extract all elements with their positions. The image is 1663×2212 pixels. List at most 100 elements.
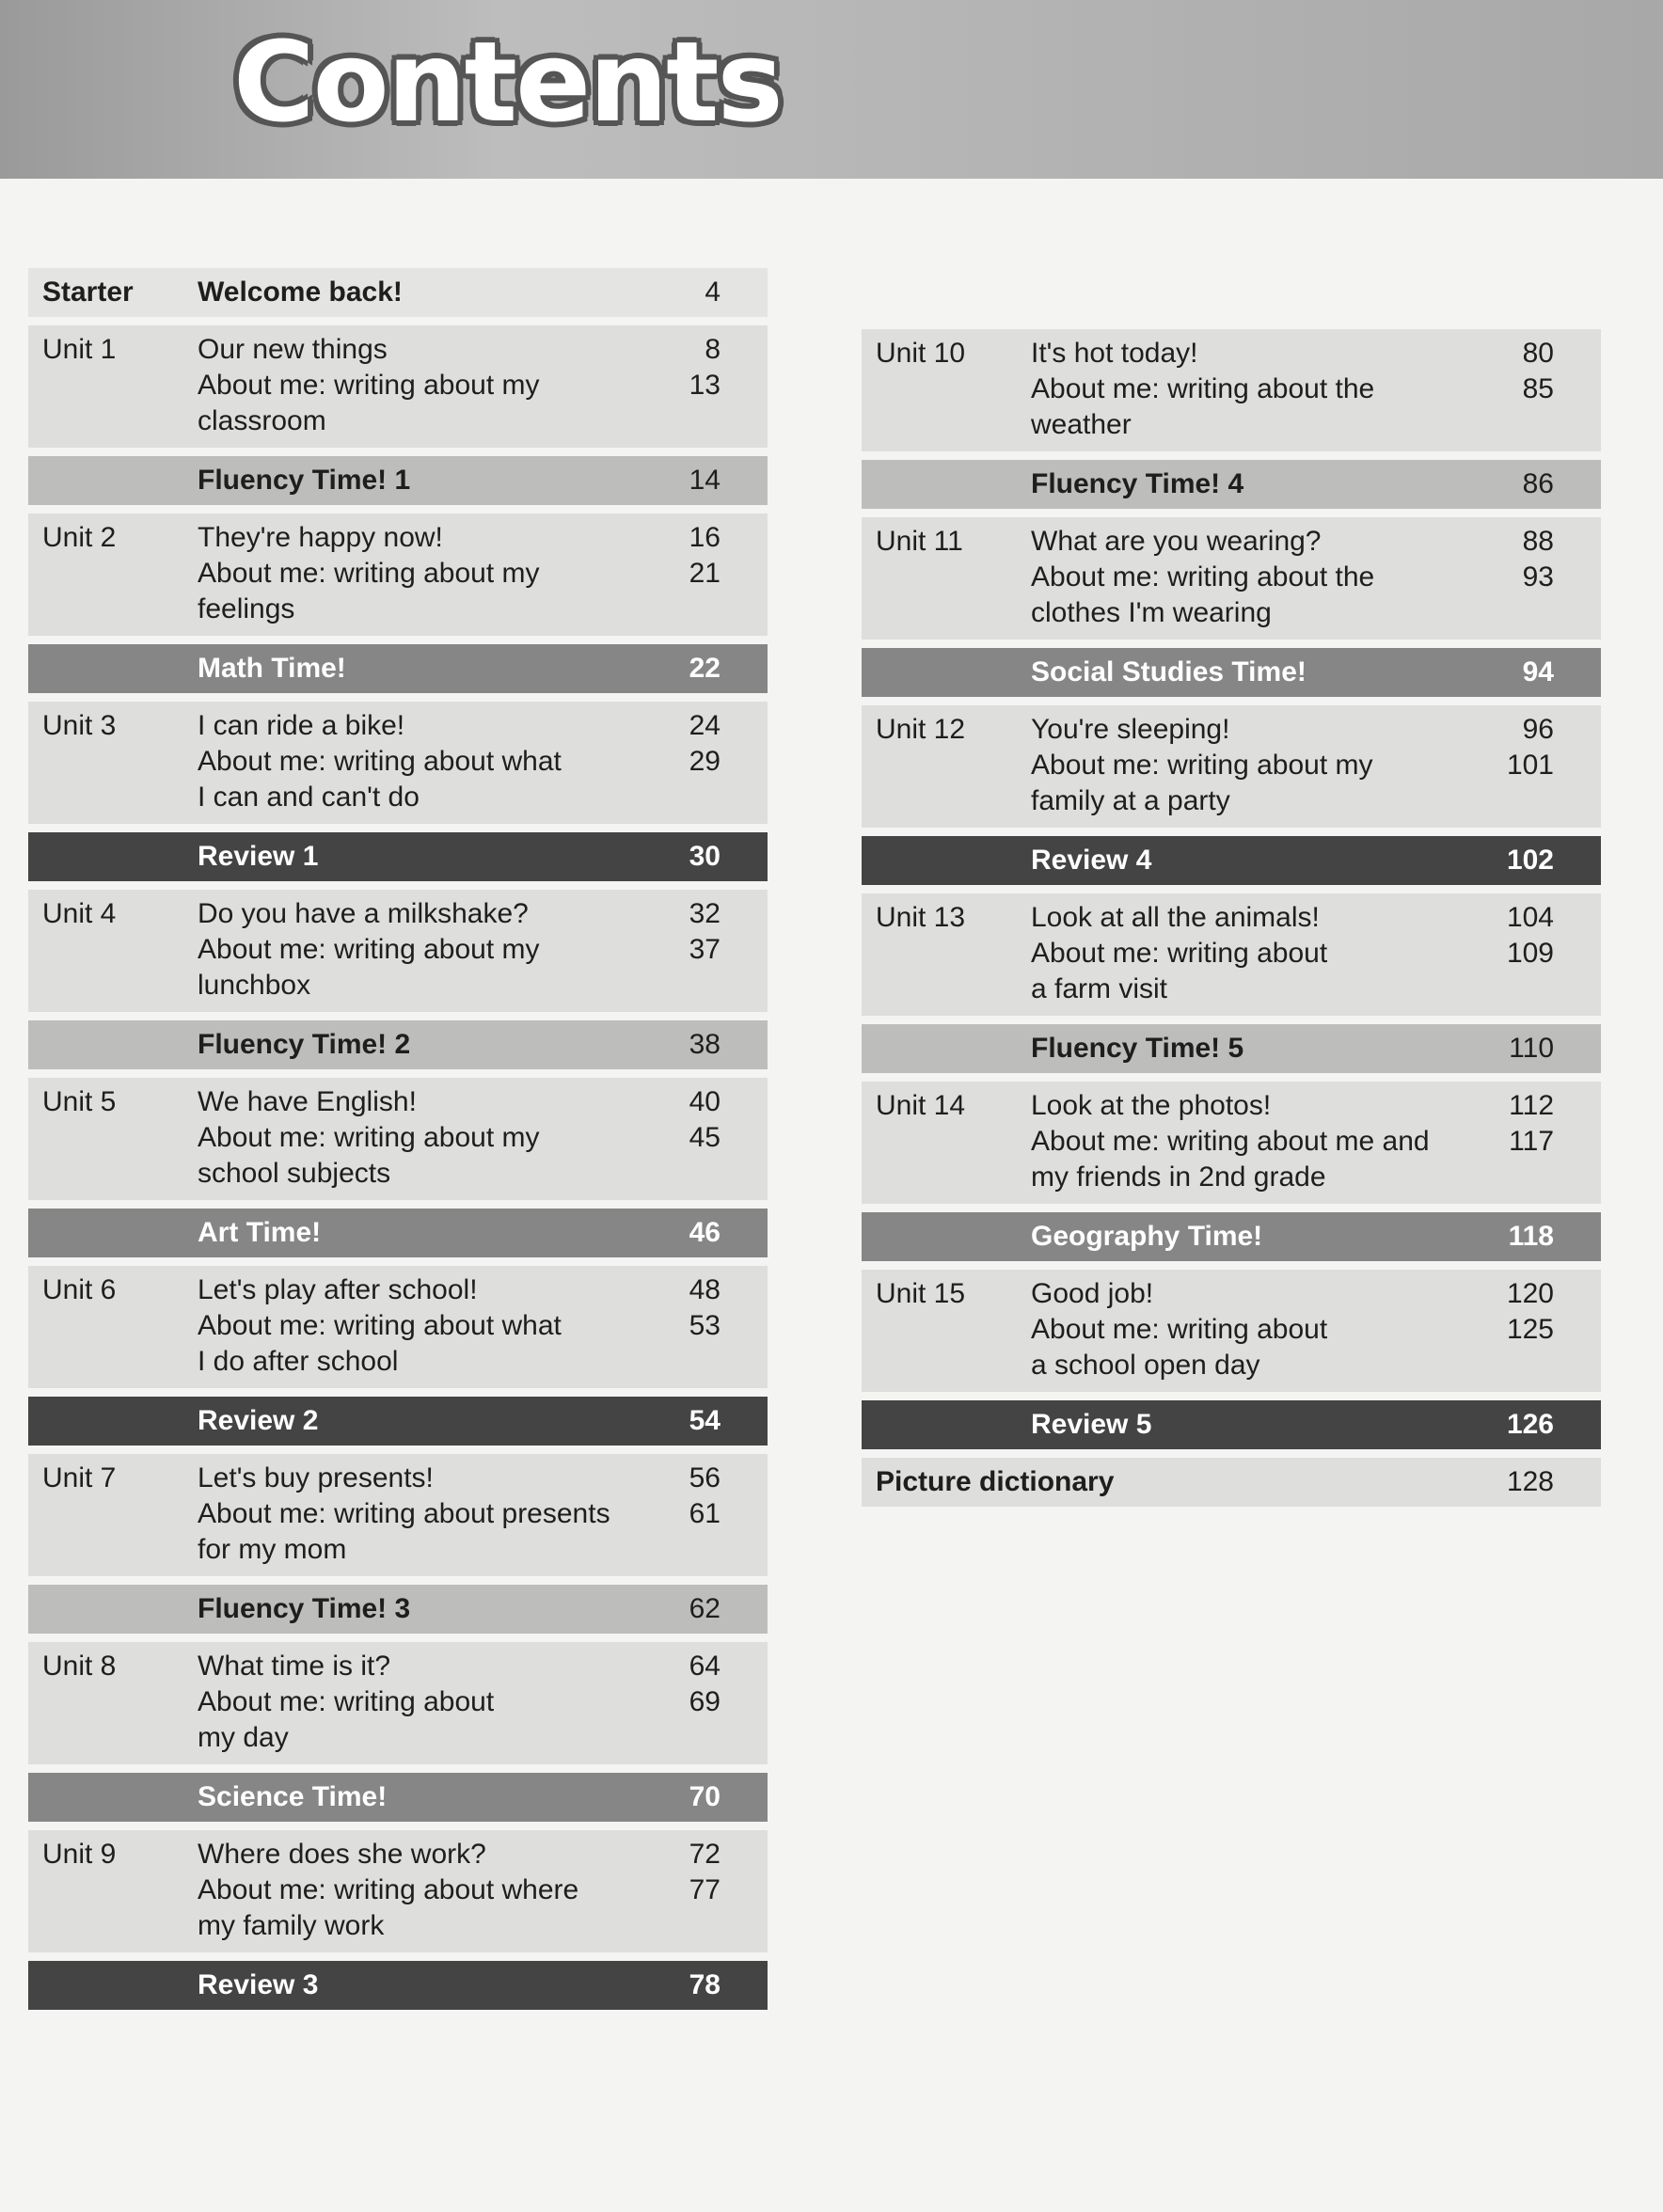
toc-title: Look at the photos! About me: writing abo… [1031,1088,1460,1197]
toc-page-numbers: 32 37 [636,896,721,1005]
toc-row-review: Review 3 78 [28,1961,768,2010]
page-number: 125 [1506,1314,1554,1345]
page-number: 109 [1506,938,1554,969]
page-number: 101 [1506,750,1554,781]
toc-row-subject: Geography Time! 118 [862,1212,1601,1261]
page-number: 4 [705,276,721,308]
toc-title: Review 4 [1031,845,1152,876]
page-number: 80 [1522,338,1554,369]
toc-page-numbers: 120 125 [1469,1276,1554,1385]
toc-title-line: lunchbox [198,970,311,1001]
contents-right-column: Unit 10 It's hot today! About me: writing … [862,329,1601,1507]
toc-page-numbers: 80 85 [1469,336,1554,445]
toc-title: What time is it? About me: writing about m… [198,1649,626,1758]
toc-page-numbers: 78 [636,1967,721,2003]
toc-row-subject: Art Time! 46 [28,1209,768,1257]
toc-row-unit: Unit 9 Where does she work? About me: writ… [28,1830,768,1952]
toc-page-numbers: 72 77 [636,1837,721,1946]
toc-title-line: About me: writing about my [198,934,540,965]
toc-title-line: It's hot today! [1031,338,1198,369]
toc-title: Fluency Time! 5 [1031,1033,1244,1064]
toc-title: You're sleeping! About me: writing about … [1031,712,1460,821]
toc-title-line: You're sleeping! [1031,714,1230,745]
toc-title-line: my friends in 2nd grade [1031,1161,1326,1193]
toc-row-unit: Unit 6 Let's play after school! About me: … [28,1266,768,1388]
toc-page-numbers: 40 45 [636,1084,721,1193]
toc-label: Unit 6 [42,1274,117,1305]
page-title: Contents [233,17,784,147]
toc-page-numbers: 126 [1469,1407,1554,1443]
toc-page-numbers: 22 [636,651,721,687]
toc-title-line: for my mom [198,1534,347,1565]
toc-label [42,1027,188,1063]
page-number: 110 [1509,1033,1554,1064]
toc-title-line: About me: writing about [1031,938,1328,969]
page-number: 77 [689,1874,721,1905]
toc-title-line: Let's play after school! [198,1274,478,1305]
toc-label [876,1407,1022,1443]
toc-title-line: Do you have a milkshake? [198,898,529,929]
toc-title-line: We have English! [198,1086,417,1117]
toc-label [42,1967,188,2003]
toc-title: Look at all the animals! About me: writin… [1031,900,1460,1009]
toc-title: Review 2 [198,1405,319,1436]
page-number: 126 [1506,1409,1554,1440]
toc-label [42,1591,188,1627]
page-number: 32 [689,898,721,929]
toc-row-unit: Unit 7 Let's buy presents! About me: writi… [28,1454,768,1576]
toc-page-numbers: 64 69 [636,1649,721,1758]
toc-title-line: About me: writing about my [198,558,540,589]
toc-page-numbers: 104 109 [1469,900,1554,1009]
toc-label [876,843,1022,878]
toc-row-review: Review 4 102 [862,836,1601,885]
toc-title-line: my day [198,1722,289,1753]
toc-label [42,463,188,498]
toc-label: Unit 14 [876,1090,966,1121]
toc-title-line: I can and can't do [198,782,420,813]
toc-title-line: They're happy now! [198,522,443,553]
page-number: 93 [1522,561,1554,592]
toc-label: Unit 3 [42,710,117,741]
toc-title-line: Look at the photos! [1031,1090,1272,1121]
toc-page-numbers: 8 13 [636,332,721,441]
page-number: 64 [689,1651,721,1682]
toc-label: Unit 7 [42,1462,117,1493]
toc-title: Good job! About me: writing about a school… [1031,1276,1460,1385]
toc-label: Unit 1 [42,334,117,365]
toc-title: Do you have a milkshake? About me: writin… [198,896,626,1005]
page-number: 21 [689,558,721,589]
toc-title: I can ride a bike! About me: writing abou… [198,708,626,817]
toc-title-line: my family work [198,1910,385,1941]
toc-title: Geography Time! [1031,1221,1263,1252]
toc-label: Unit 11 [876,526,963,557]
toc-page-numbers: 24 29 [636,708,721,817]
page-number: 118 [1508,1221,1554,1252]
page-number: 53 [689,1310,721,1341]
page-number: 56 [689,1462,721,1493]
page-number: 22 [689,653,721,684]
page-number: 112 [1509,1090,1554,1121]
toc-title: Fluency Time! 4 [1031,468,1244,499]
toc-title-line: Look at all the animals! [1031,902,1320,933]
toc-page-numbers: 118 [1469,1219,1554,1255]
page-number: 128 [1506,1466,1554,1497]
toc-row-fluency: Fluency Time! 4 86 [862,460,1601,509]
toc-label [42,1215,188,1251]
toc-page-numbers: 38 [636,1027,721,1063]
toc-label: Unit 12 [876,714,966,745]
toc-row-subject: Science Time! 70 [28,1773,768,1822]
page-number: 8 [705,334,721,365]
toc-title-line: feelings [198,593,295,624]
toc-label [876,466,1022,502]
page-number: 61 [689,1498,721,1529]
toc-title-line: About me: writing about presents [198,1498,610,1529]
toc-page-numbers: 54 [636,1403,721,1439]
toc-title-line: Good job! [1031,1278,1154,1309]
toc-label: Unit 9 [42,1839,117,1870]
page-number: 94 [1522,656,1554,687]
header-banner: Contents [0,0,1663,179]
toc-title-line: Where does she work? [198,1839,486,1870]
toc-row-fluency: Fluency Time! 5 110 [862,1024,1601,1073]
toc-row-fluency: Fluency Time! 2 38 [28,1020,768,1069]
page-number: 88 [1522,526,1554,557]
